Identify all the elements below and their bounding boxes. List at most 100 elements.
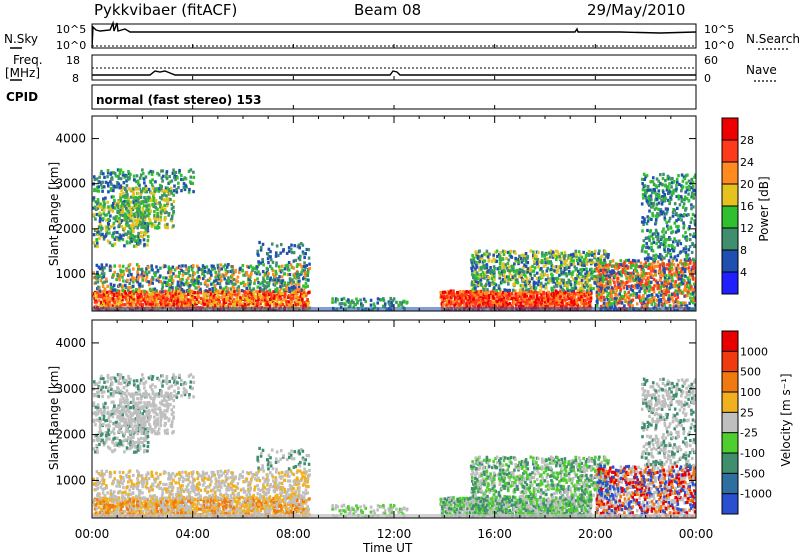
power-echo	[176, 304, 180, 308]
power-echo	[596, 277, 600, 281]
power-echo	[129, 208, 133, 213]
power-echo	[290, 265, 294, 269]
power-echo	[191, 275, 195, 279]
power-echo	[483, 252, 486, 256]
power-echo	[166, 280, 169, 284]
power-echo	[125, 268, 129, 273]
power-echo	[182, 283, 186, 287]
power-echo	[246, 289, 250, 294]
power-echo	[527, 288, 531, 292]
power-echo	[220, 279, 223, 283]
power-echo	[573, 295, 577, 299]
power-echo	[225, 271, 229, 275]
power-echo	[221, 273, 224, 277]
power-echo	[153, 223, 156, 227]
power-echo	[576, 269, 580, 273]
power-echo	[599, 260, 602, 264]
power-echo	[218, 282, 222, 286]
power-echo	[243, 302, 247, 306]
power-echo	[667, 219, 671, 223]
power-echo	[272, 290, 275, 294]
power-echo	[144, 226, 148, 231]
power-echo	[221, 297, 225, 301]
power-echo	[180, 287, 184, 292]
power-echo	[127, 197, 130, 201]
power-echo	[171, 171, 175, 175]
power-echo	[151, 277, 155, 281]
power-echo	[555, 281, 559, 285]
power-echo	[566, 284, 569, 288]
power-echo	[292, 287, 296, 291]
power-echo	[165, 189, 168, 193]
power-echo	[305, 263, 309, 268]
power-echo	[656, 237, 659, 242]
colorbar-swatch	[722, 118, 738, 140]
power-echo	[144, 190, 147, 194]
power-echo	[96, 206, 100, 210]
power-echo	[119, 208, 123, 213]
power-echo	[639, 283, 643, 287]
power-echo	[632, 293, 635, 297]
power-echo	[621, 280, 624, 284]
power-echo	[474, 267, 477, 271]
power-echo	[275, 299, 279, 304]
power-echo	[637, 283, 641, 288]
power-echo	[142, 275, 145, 279]
power-echo	[161, 174, 165, 178]
power-echo	[261, 280, 264, 285]
power-echo	[172, 302, 176, 306]
power-echo	[544, 260, 547, 265]
power-echo	[213, 289, 217, 293]
power-echo	[666, 174, 670, 178]
power-echo	[617, 262, 620, 267]
power-echo	[627, 275, 631, 279]
power-echo	[261, 242, 265, 246]
power-echo	[518, 294, 522, 298]
power-echo	[471, 300, 474, 304]
power-echo	[119, 273, 122, 277]
power-echo	[448, 291, 451, 295]
power-echo	[104, 180, 108, 184]
power-echo	[507, 258, 511, 262]
power-echo	[485, 265, 489, 270]
power-echo	[604, 277, 608, 281]
power-echo	[125, 240, 129, 244]
power-echo	[578, 272, 581, 276]
power-echo	[297, 287, 300, 291]
power-echo	[688, 257, 691, 261]
power-echo	[217, 269, 221, 273]
power-echo	[298, 263, 302, 267]
power-echo	[628, 278, 632, 283]
power-echo	[512, 299, 516, 303]
power-echo	[297, 243, 301, 247]
power-echo	[679, 195, 683, 199]
colorbar-tick-label: 20	[740, 178, 754, 191]
power-echo	[542, 264, 546, 268]
power-echo	[241, 304, 244, 308]
velocity-echo	[94, 405, 98, 409]
power-echo	[502, 273, 506, 277]
power-echo	[391, 299, 395, 303]
power-echo	[111, 273, 115, 277]
power-echo	[147, 297, 151, 301]
power-echo	[678, 203, 682, 207]
power-echo	[494, 283, 498, 287]
power-echo	[248, 277, 251, 282]
power-echo	[112, 205, 115, 210]
power-echo	[295, 274, 299, 278]
power-echo	[680, 277, 684, 281]
power-echo	[595, 293, 599, 297]
power-echo	[665, 220, 669, 225]
power-echo	[689, 220, 693, 224]
power-echo	[505, 294, 508, 298]
power-echo	[616, 280, 620, 284]
power-echo	[222, 274, 226, 278]
power-echo	[625, 264, 628, 268]
power-echo	[269, 276, 273, 280]
power-echo	[560, 251, 563, 255]
power-echo	[532, 260, 536, 264]
power-echo	[278, 289, 281, 293]
power-echo	[681, 205, 685, 209]
power-echo	[679, 259, 683, 263]
power-echo	[680, 303, 683, 307]
